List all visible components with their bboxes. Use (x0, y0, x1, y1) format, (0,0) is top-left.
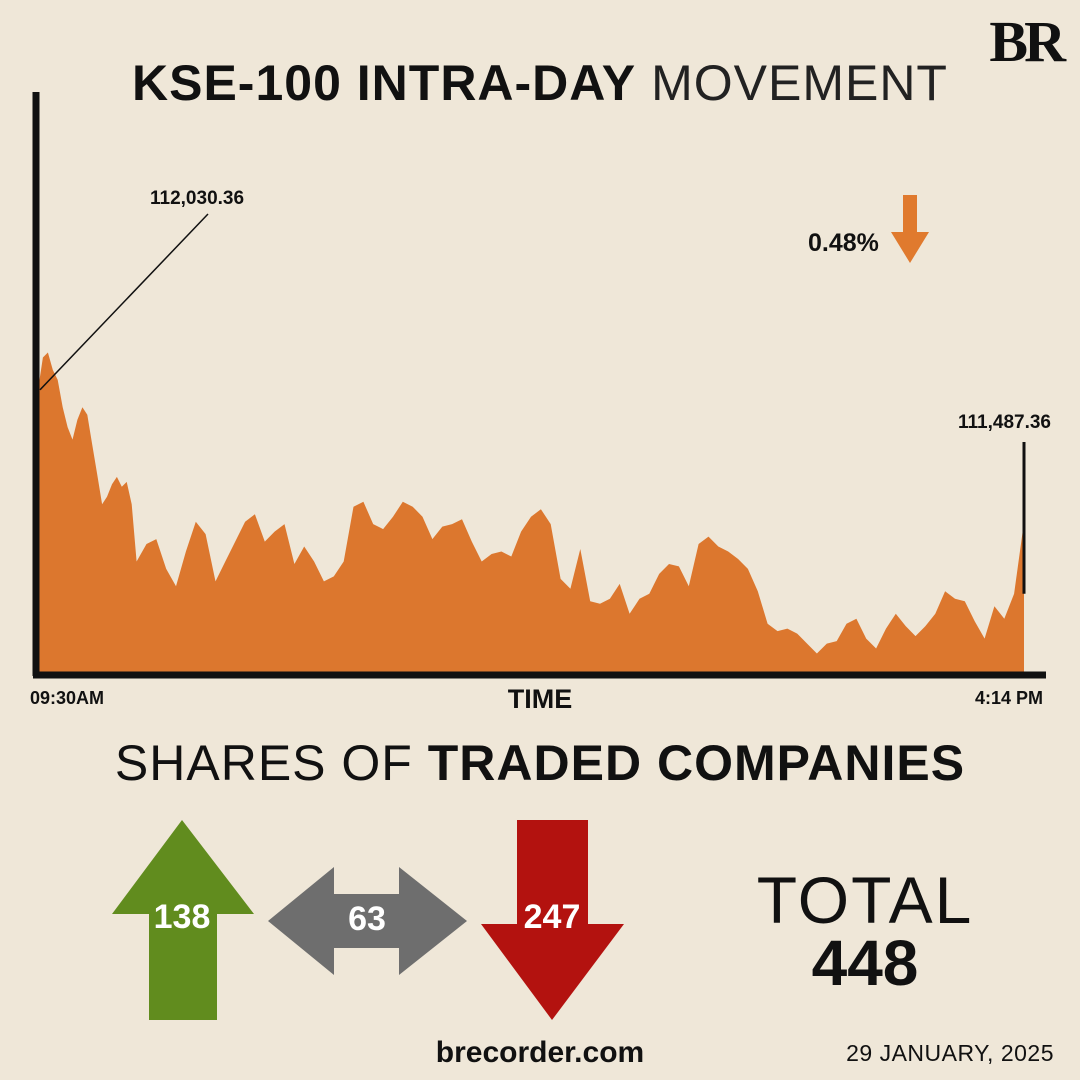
date-label: 29 JANUARY, 2025 (846, 1040, 1054, 1066)
unchanged-count: 63 (348, 900, 386, 938)
close-value-label: 111,487.36 (958, 412, 1051, 433)
x-end-label: 4:14 PM (975, 688, 1044, 708)
title-bold: KSE-100 INTRA-DAY (132, 55, 637, 111)
br-logo: BR (989, 9, 1066, 74)
breadth-title: SHARES OF TRADED COMPANIES (0, 734, 1080, 792)
total-label: TOTAL (756, 863, 974, 937)
breadth-title-bold: TRADED COMPANIES (427, 735, 966, 791)
chart-title: KSE-100 INTRA-DAY MOVEMENT (0, 54, 1080, 112)
up-arrow-icon (112, 820, 254, 1020)
x-start-label: 09:30AM (30, 688, 105, 708)
x-axis-title: TIME (507, 684, 573, 714)
open-leader-line (39, 213, 209, 391)
percent-change: 0.48% (808, 229, 879, 257)
down-arrow-icon (891, 195, 929, 263)
index-area (38, 352, 1024, 672)
left-right-arrow-icon (268, 867, 467, 975)
breadth-title-light: SHARES OF (114, 735, 413, 791)
declined-count: 247 (523, 898, 581, 936)
total-value: 448 (811, 927, 919, 999)
open-value-label: 112,030.36 (150, 188, 245, 209)
title-light: MOVEMENT (651, 55, 948, 111)
down-arrow-icon (481, 820, 624, 1020)
advanced-count: 138 (153, 898, 211, 936)
website-link[interactable]: brecorder.com (435, 1036, 645, 1069)
